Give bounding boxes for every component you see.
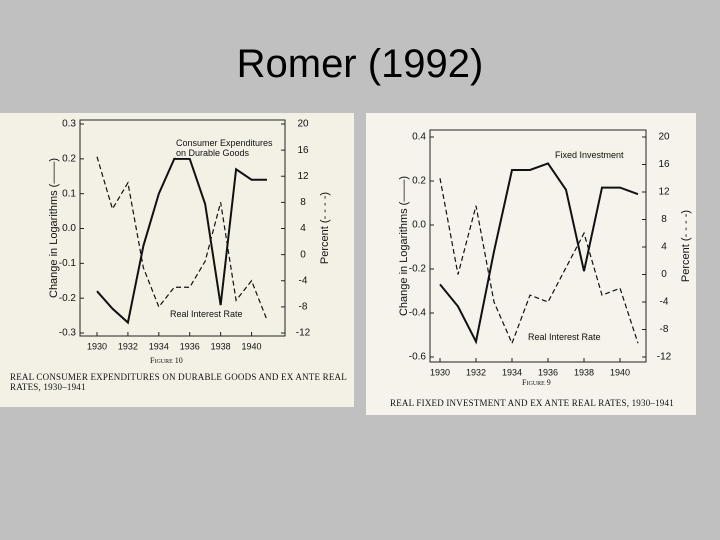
series-annotation: Consumer Expenditures on Durable Goods xyxy=(176,138,276,158)
solid-line xyxy=(96,157,267,325)
y2-tick-label: 0 xyxy=(661,269,667,280)
x-tick-label: 1934 xyxy=(149,341,169,351)
x-tick-label: 1938 xyxy=(574,367,594,377)
y2-tick-label: -4 xyxy=(299,275,308,286)
figure-label: Figure 10 xyxy=(150,356,183,365)
y-axis-label: Change in Logarithms (——) xyxy=(398,176,410,316)
figure-caption: REAL CONSUMER EXPENDITURES ON DURABLE GO… xyxy=(10,372,347,392)
x-tick-label: 1936 xyxy=(180,341,200,351)
y-tick-label: 0.1 xyxy=(62,188,76,199)
plot-frame xyxy=(429,129,647,363)
y2-tick-label: -12 xyxy=(657,352,672,363)
y2-axis-label: Percent (- - - -) xyxy=(319,192,331,264)
y-tick-label: 0.4 xyxy=(412,132,426,143)
y-tick-label: -0.4 xyxy=(409,308,427,319)
dashed-line xyxy=(439,178,639,345)
y2-tick-label: 8 xyxy=(661,214,667,225)
y2-tick-label: 4 xyxy=(300,223,306,234)
series-annotation: Real Interest Rate xyxy=(170,309,243,319)
solid-line xyxy=(439,162,639,345)
y2-axis-label: Percent (- - - -) xyxy=(680,210,692,282)
y-tick-label: -0.6 xyxy=(409,352,427,363)
y2-tick-label: 12 xyxy=(297,171,309,182)
y-tick-label: -0.2 xyxy=(59,293,77,304)
y-tick-label: -0.2 xyxy=(409,264,427,275)
x-tick-label: 1936 xyxy=(538,367,558,377)
y2-tick-label: -12 xyxy=(296,328,311,339)
y2-tick-label: 20 xyxy=(658,132,670,143)
x-tick-label: 1934 xyxy=(502,367,522,377)
y2-tick-label: -8 xyxy=(660,324,669,335)
x-tick-label: 1930 xyxy=(430,367,450,377)
figure-caption: REAL FIXED INVESTMENT AND EX ANTE REAL R… xyxy=(390,398,674,408)
y2-tick-label: 12 xyxy=(658,187,670,198)
x-tick-label: 1938 xyxy=(211,341,231,351)
figure-label: Figure 9 xyxy=(522,378,551,387)
y-tick-label: 0.2 xyxy=(412,176,426,187)
y2-tick-label: 8 xyxy=(300,197,306,208)
y2-tick-label: 4 xyxy=(661,242,667,253)
scan-panel xyxy=(0,113,354,407)
y2-tick-label: 16 xyxy=(658,159,670,170)
y-tick-label: -0.3 xyxy=(59,328,77,339)
x-tick-label: 1932 xyxy=(118,341,138,351)
y2-tick-label: 16 xyxy=(297,145,309,156)
series-annotation: Real Interest Rate xyxy=(528,332,601,342)
x-tick-label: 1932 xyxy=(466,367,486,377)
y-tick-label: -0.1 xyxy=(59,258,77,269)
y2-tick-label: -8 xyxy=(299,302,308,313)
y-tick-label: 0.2 xyxy=(62,153,76,164)
x-tick-label: 1940 xyxy=(610,367,630,377)
slide-title: Romer (1992) xyxy=(236,42,484,86)
y2-tick-label: 0 xyxy=(300,249,306,260)
scan-panel xyxy=(366,113,696,415)
y-tick-label: 0.0 xyxy=(412,220,426,231)
y2-tick-label: -4 xyxy=(660,297,669,308)
y-tick-label: 0.3 xyxy=(62,119,76,130)
y-tick-label: 0.0 xyxy=(62,223,76,234)
dashed-line xyxy=(96,156,268,321)
series-annotation: Fixed Investment xyxy=(555,150,624,160)
x-tick-label: 1930 xyxy=(87,341,107,351)
y2-tick-label: 20 xyxy=(297,119,309,130)
y-axis-label: Change in Logarithms (——) xyxy=(48,158,60,298)
x-tick-label: 1940 xyxy=(242,341,262,351)
